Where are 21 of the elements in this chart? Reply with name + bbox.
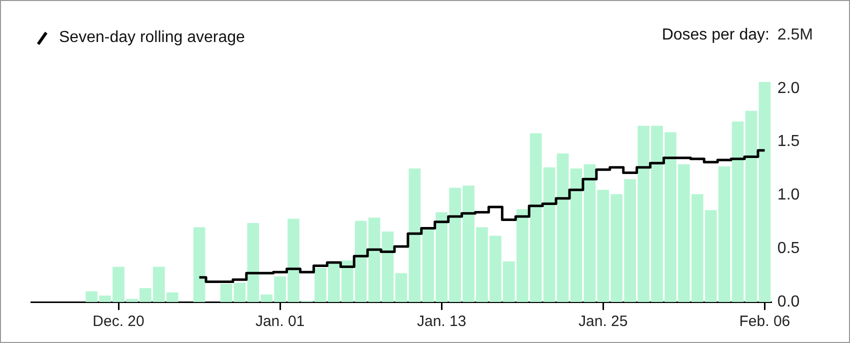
- x-tick-label: Feb. 06: [739, 313, 790, 330]
- bar: [745, 110, 758, 302]
- y-tick-label: 2.5M: [777, 26, 814, 44]
- legend-label: Seven-day rolling average: [59, 29, 245, 47]
- x-tick-label: Jan. 13: [416, 313, 466, 330]
- y-tick-label: 1.0: [777, 186, 800, 204]
- bar: [395, 273, 408, 302]
- x-tick-label: Jan. 01: [255, 313, 305, 330]
- x-tick-label: Jan. 25: [578, 313, 628, 330]
- y-tick-label: 0.5: [777, 240, 800, 258]
- y-tick-label: 0.0: [777, 293, 800, 310]
- y-axis-title: Doses per day:: [662, 26, 770, 44]
- bar: [193, 227, 206, 302]
- bar: [732, 122, 744, 302]
- y-tick-label: 1.5: [777, 133, 800, 150]
- bar: [758, 82, 771, 302]
- bar: [556, 154, 569, 302]
- x-tick-label: Dec. 20: [92, 313, 144, 330]
- bar: [382, 232, 394, 302]
- bar: [570, 168, 582, 302]
- y-tick-label: 2.0: [777, 80, 800, 97]
